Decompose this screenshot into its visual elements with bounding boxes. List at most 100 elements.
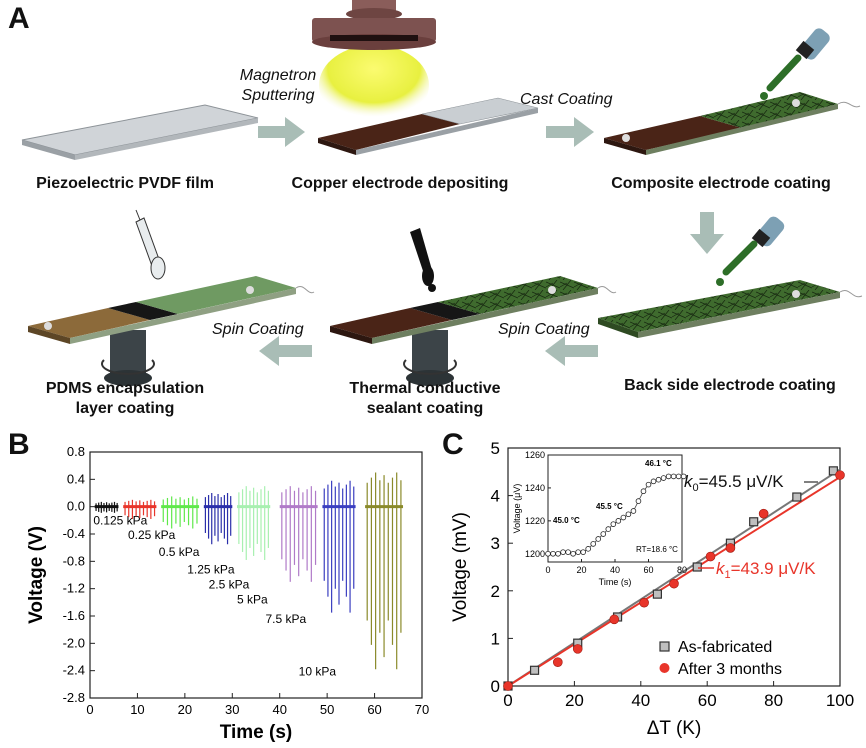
inset-annotation: 46.1 °C	[645, 459, 672, 468]
data-point-after-3-months	[572, 644, 583, 654]
y-tick-label: 4	[491, 487, 500, 506]
inset-data-point	[675, 473, 682, 480]
data-point-as-fabricated	[792, 492, 802, 502]
inset-data-point	[555, 550, 561, 557]
step-label: Thermal conductive sealant coating	[325, 379, 525, 419]
legend-marker	[659, 641, 670, 652]
process-arrow-right	[546, 117, 594, 147]
x-tick-label: 0	[503, 691, 512, 710]
process-label: Cast Coating	[520, 91, 613, 108]
x-tick-label: 20	[565, 691, 584, 710]
y-tick-label: -2.8	[63, 690, 85, 705]
process-arrow-right	[258, 117, 305, 147]
x-tick-label: 50	[320, 702, 334, 717]
y-tick-label: -2.4	[63, 663, 85, 678]
inset-data-point	[595, 536, 602, 542]
fit-label-symbol: k	[716, 559, 726, 578]
x-axis-label: Time (s)	[220, 722, 293, 743]
x-axis-label: ΔT (K)	[647, 718, 702, 739]
x-tick-label: 40	[272, 702, 286, 717]
inset-x-axis-label: Time (s)	[599, 577, 632, 587]
data-point-after-3-months	[835, 470, 845, 480]
inset-data-point	[610, 521, 617, 527]
inset-annotation: 45.5 °C	[596, 502, 623, 511]
y-tick-label: 2	[491, 582, 500, 601]
inset-data-point	[620, 514, 627, 521]
step-label: Back side electrode coating	[624, 377, 836, 394]
process-label: Magnetron Sputtering	[228, 66, 328, 106]
sputtering-source-icon	[312, 0, 436, 125]
data-point-after-3-months	[758, 508, 769, 519]
data-point-after-3-months	[503, 681, 513, 691]
step-label-line: Thermal conductive	[349, 380, 501, 397]
inset-x-tick-label: 0	[545, 565, 550, 575]
inset-data-point	[650, 478, 657, 485]
inset-data-point	[670, 473, 677, 480]
inset-data-point	[630, 508, 637, 514]
inset-data-point	[625, 511, 632, 518]
inset-data-point	[645, 481, 652, 488]
back-side-electrode-film	[598, 280, 863, 338]
inset-frame	[547, 454, 683, 563]
pipette-icon	[135, 209, 166, 280]
y-axis-label: Voltage (V)	[26, 526, 47, 624]
dropper-icon	[716, 216, 785, 286]
legend-label: After 3 months	[678, 661, 782, 678]
pvdf-film	[21, 104, 259, 160]
inset-annotation: RT=18.6 °C	[636, 545, 678, 554]
y-tick-label: -2.0	[63, 635, 85, 650]
x-tick-label: 70	[415, 702, 429, 717]
panel-b-label: B	[8, 428, 30, 461]
plot-frame	[507, 447, 841, 687]
data-point-after-3-months	[553, 657, 563, 667]
y-tick-label: 5	[491, 439, 500, 458]
x-tick-label: 100	[826, 691, 854, 710]
inset-data-point	[640, 488, 647, 495]
inset-x-tick-label: 20	[576, 565, 586, 575]
process-label-line: Magnetron	[239, 67, 317, 84]
dropper-icon	[760, 28, 830, 100]
panel-a-label: A	[8, 2, 30, 35]
inset-data-point	[580, 549, 586, 555]
inset-data-point	[550, 550, 556, 557]
fit-label-k1: k1=43.9 μV/K	[716, 559, 816, 581]
x-tick-label: 10	[130, 702, 144, 717]
data-point-after-3-months	[669, 578, 679, 589]
data-point-as-fabricated	[529, 665, 540, 675]
series-label: 10 kPa	[299, 664, 337, 678]
y-axis-label: Voltage (mV)	[450, 512, 471, 622]
y-tick-label: 0	[491, 677, 500, 696]
x-tick-label: 80	[764, 691, 783, 710]
inset-data-point	[570, 550, 576, 557]
sealant-coated-film	[330, 276, 617, 386]
fit-label-k0: k0=45.5 μV/K	[684, 472, 784, 494]
x-tick-label: 30	[225, 702, 239, 717]
fit-label-value: =45.5 μV/K	[699, 472, 785, 491]
fit-label-subscript: 1	[725, 569, 731, 581]
voltage-time-chart: 0 10 20 30 40 50 60 70 0.8 0.4 0.0 -0.4 -0.8 -1.2 -1.6…	[26, 444, 429, 743]
data-point-after-3-months	[639, 597, 649, 608]
inset-annotation: 45.0 °C	[553, 516, 580, 525]
step-label-line: PDMS encapsulation	[45, 380, 205, 397]
data-point-after-3-months	[705, 551, 716, 562]
y-tick-label: -0.8	[63, 553, 85, 568]
y-tick-label: -1.6	[63, 608, 85, 623]
inset-data-point	[680, 473, 687, 480]
legend-marker	[659, 663, 670, 673]
data-point-as-fabricated	[749, 517, 759, 527]
inset-data-point	[655, 476, 662, 483]
x-tick-label: 0	[86, 702, 93, 717]
fit-label-value: =43.9 μV/K	[731, 559, 817, 578]
inset-data-point	[600, 531, 607, 537]
inset-data-point	[590, 541, 597, 547]
inset-x-tick-label: 60	[643, 565, 653, 575]
inset-y-tick-label: 1260	[525, 450, 545, 460]
data-point-as-fabricated	[652, 589, 662, 599]
x-tick-label: 20	[178, 702, 192, 717]
y-tick-label: 0.0	[67, 499, 85, 514]
y-tick-label: -1.2	[63, 581, 85, 596]
schematic-illustration	[21, 0, 863, 386]
inset-data-point	[665, 473, 672, 480]
series-label: 0.25 kPa	[128, 528, 176, 542]
